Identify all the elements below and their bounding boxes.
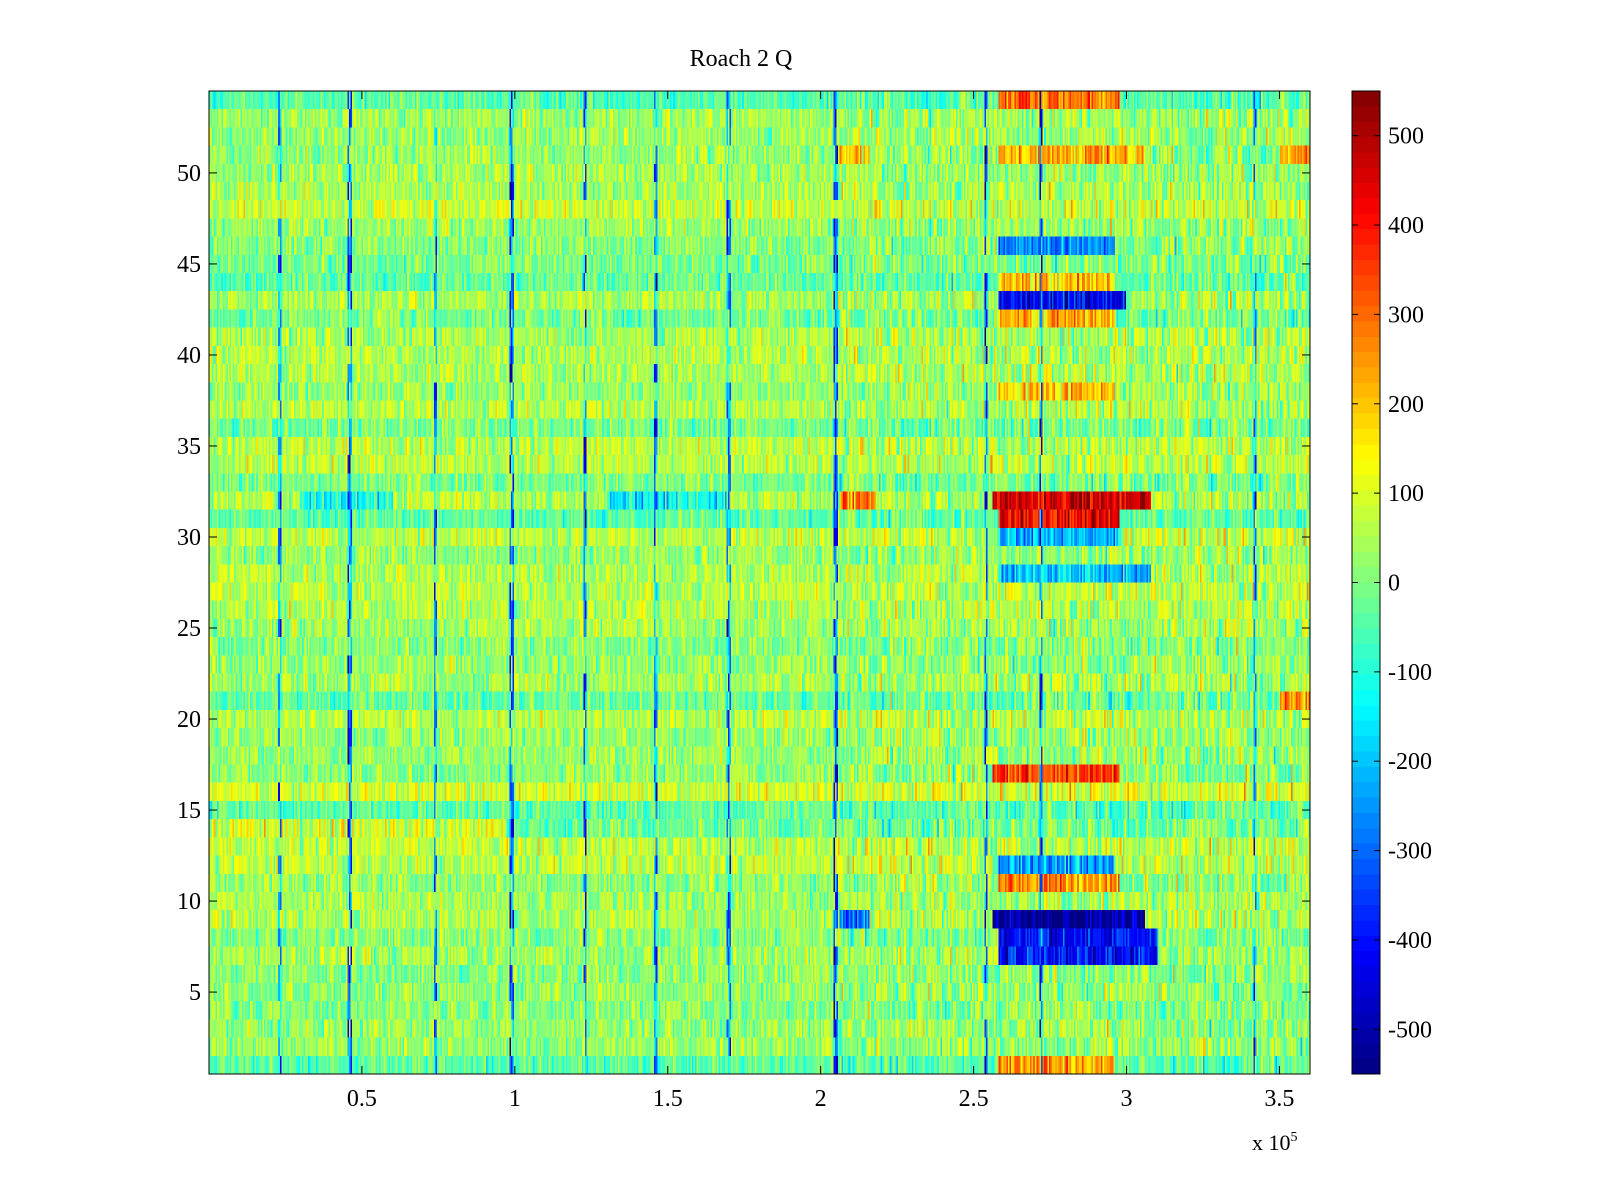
y-tick-label: 25 bbox=[177, 616, 201, 642]
x-tick-label: 3.5 bbox=[1264, 1086, 1294, 1112]
y-tick-label: 35 bbox=[177, 434, 201, 460]
y-tick-label: 30 bbox=[177, 525, 201, 551]
colorbar-tick-label: -200 bbox=[1388, 749, 1432, 775]
colorbar-tick-label: 200 bbox=[1388, 392, 1424, 418]
heatmap-image bbox=[209, 91, 1310, 1074]
colorbar-tick-label: 400 bbox=[1388, 213, 1424, 239]
y-tick-label: 50 bbox=[177, 161, 201, 187]
y-tick-label: 20 bbox=[177, 707, 201, 733]
colorbar-tick-label: -100 bbox=[1388, 660, 1432, 686]
x-exponent-power: 5 bbox=[1291, 1130, 1298, 1145]
colorbar-tick-label: 100 bbox=[1388, 481, 1424, 507]
chart-title: Roach 2 Q bbox=[690, 46, 793, 72]
colorbar-tick-label: 0 bbox=[1388, 571, 1400, 597]
y-tick-label: 15 bbox=[177, 798, 201, 824]
y-tick-label: 40 bbox=[177, 343, 201, 369]
x-tick-label: 2 bbox=[815, 1086, 827, 1112]
colorbar-tick-label: -300 bbox=[1388, 839, 1432, 865]
x-tick-label: 1.5 bbox=[653, 1086, 683, 1112]
y-axis: 5 10 15 20 25 30 35 40 45 50 bbox=[177, 161, 1310, 1006]
colorbar-tick-label: -400 bbox=[1388, 928, 1432, 954]
colorbar-ticks: 500 400 300 200 100 0 -100 -200 -300 -400 -500 bbox=[1352, 124, 1432, 1043]
colorbar-tick-label: 300 bbox=[1388, 302, 1424, 328]
colorbar: 500 400 300 200 100 0 -100 -200 -300 -400 -500 bbox=[1351, 90, 1432, 1075]
x-axis: 0.5 1 1.5 2 2.5 3 3.5 bbox=[347, 91, 1294, 1112]
colorbar-tick-label: -500 bbox=[1388, 1017, 1432, 1043]
y-tick-label: 5 bbox=[189, 980, 201, 1006]
y-tick-label: 10 bbox=[177, 889, 201, 915]
x-tick-label: 3 bbox=[1121, 1086, 1133, 1112]
plot-frame bbox=[208, 90, 1311, 1075]
x-tick-label: 1 bbox=[509, 1086, 521, 1112]
plot-area: 0.5 1 1.5 2 2.5 3 3.5 5 10 15 20 25 30 35 40 45 50 bbox=[177, 90, 1311, 1112]
colorbar-tick-label: 500 bbox=[1388, 124, 1424, 150]
x-tick-label: 0.5 bbox=[347, 1086, 377, 1112]
x-tick-label: 2.5 bbox=[959, 1086, 989, 1112]
x-exponent-base: x 10 bbox=[1252, 1130, 1291, 1155]
y-tick-label: 45 bbox=[177, 252, 201, 278]
x-axis-exponent: x 105 bbox=[1252, 1130, 1298, 1155]
